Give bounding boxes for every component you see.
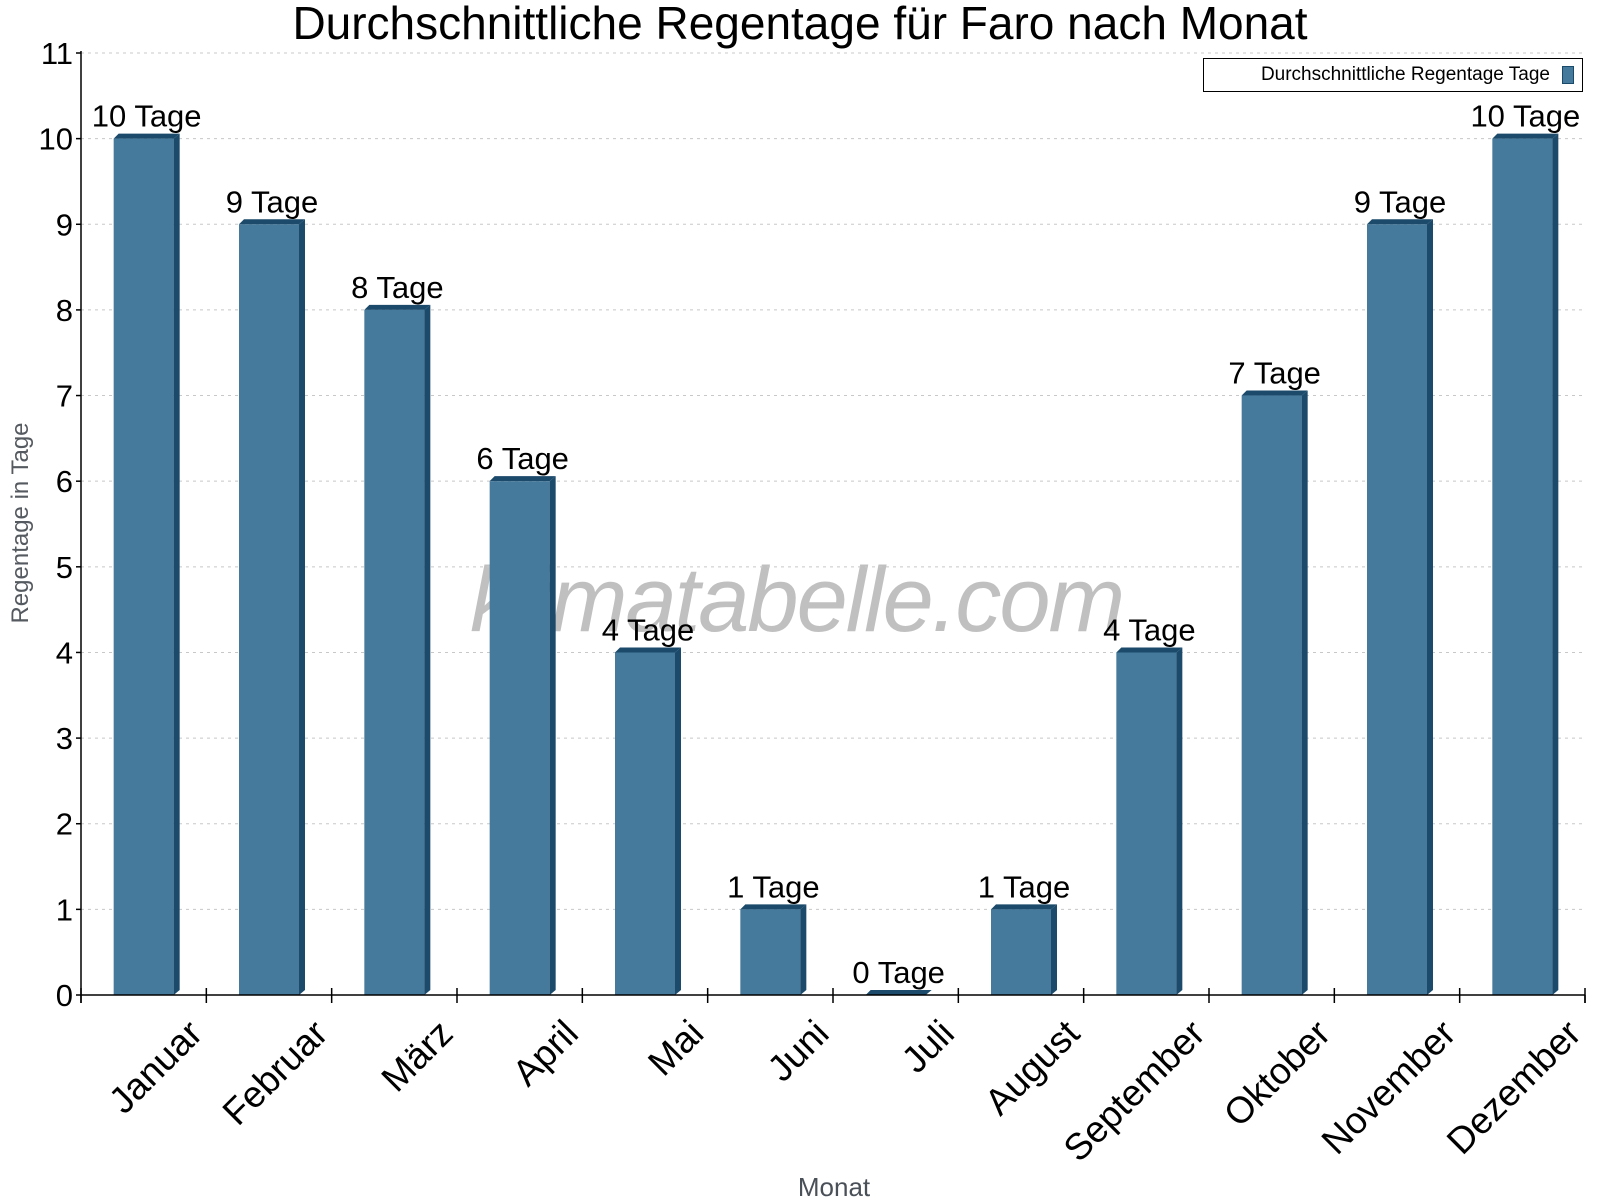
- bar-side: [800, 904, 807, 995]
- x-axis-label: Monat: [797, 1172, 871, 1202]
- bar-top: [364, 304, 431, 310]
- gridlines: [81, 52, 1585, 910]
- x-tick-label: März: [374, 1012, 461, 1099]
- bar-top: [239, 219, 305, 225]
- data-label: 10 Tage: [92, 99, 202, 134]
- bar-top: [740, 904, 807, 910]
- x-tick-label: Januar: [101, 1012, 210, 1121]
- x-tick-label: April: [505, 1012, 586, 1093]
- legend-label: Durchschnittliche Regentage Tage: [1260, 64, 1550, 85]
- y-tick-label: 4: [56, 635, 73, 670]
- x-tick-label: Mai: [640, 1012, 711, 1083]
- y-tick-label: 7: [56, 379, 73, 414]
- bar-top: [1492, 133, 1559, 139]
- bar-front: [1241, 395, 1302, 996]
- bar-front: [1367, 224, 1427, 996]
- bar-top: [1367, 219, 1433, 225]
- bar-top: [1241, 390, 1308, 396]
- data-label: 8 Tage: [351, 270, 444, 305]
- y-tick-label: 1: [56, 892, 73, 927]
- bar-side: [1176, 647, 1183, 995]
- bar-front: [489, 481, 550, 995]
- y-tick-label: 5: [56, 550, 73, 585]
- y-tick-label: 10: [39, 122, 73, 157]
- bar: [1367, 219, 1433, 996]
- bar: [991, 904, 1057, 995]
- bar-front: [615, 652, 675, 995]
- x-tick-label: Dezember: [1439, 1012, 1589, 1162]
- bar: [113, 133, 180, 996]
- data-label: 4 Tage: [1103, 612, 1196, 647]
- bar: [1492, 133, 1559, 996]
- x-tick-label: November: [1314, 1012, 1464, 1162]
- bar-side: [424, 304, 431, 996]
- data-label: 4 Tage: [602, 612, 695, 647]
- bar-side: [1301, 390, 1308, 996]
- legend: Durchschnittliche Regentage Tage: [1203, 58, 1583, 92]
- bar-front: [1116, 652, 1177, 995]
- y-axis-label: Regentage in Tage: [7, 422, 34, 624]
- bar: [364, 304, 431, 996]
- bar-top: [615, 647, 681, 653]
- data-label: 9 Tage: [1354, 184, 1447, 219]
- data-label: 7 Tage: [1228, 356, 1321, 391]
- bar-top: [1116, 647, 1183, 653]
- bar-side: [299, 219, 305, 996]
- bar-side: [173, 133, 180, 996]
- bar-front: [991, 909, 1051, 995]
- bar-top: [991, 904, 1057, 910]
- bar: [615, 647, 681, 995]
- watermark: klimatabelle.com: [470, 549, 1125, 651]
- data-label: 10 Tage: [1470, 99, 1580, 134]
- bar-side: [1427, 219, 1433, 996]
- bars: [113, 133, 1559, 996]
- bar: [1241, 390, 1308, 996]
- bar-top: [113, 133, 180, 139]
- bar-side: [1552, 133, 1559, 996]
- x-tick-label: Juli: [894, 1012, 962, 1080]
- bar: [239, 219, 305, 996]
- bar-front: [239, 224, 299, 996]
- y-tick-label: 6: [56, 464, 73, 499]
- chart-title: Durchschnittliche Regentage für Faro nac…: [292, 0, 1308, 49]
- bar: [1116, 647, 1183, 995]
- y-tick-label: 9: [56, 207, 73, 242]
- data-label: 6 Tage: [476, 441, 569, 476]
- x-tick-label: Juni: [760, 1012, 837, 1089]
- bar-side: [549, 476, 556, 995]
- bar-front: [113, 138, 174, 996]
- bar-top: [489, 476, 556, 482]
- bar-side: [675, 647, 681, 995]
- x-tick-label: Oktober: [1216, 1012, 1338, 1134]
- y-tick-label: 11: [41, 36, 73, 71]
- bar: [865, 990, 932, 995]
- data-label: 1 Tage: [727, 869, 820, 904]
- bar-front: [364, 309, 425, 996]
- y-tick-label: 0: [56, 978, 73, 1013]
- y-tick-label: 8: [56, 293, 73, 328]
- y-tick-label: 2: [56, 807, 73, 842]
- bar-front: [740, 909, 801, 995]
- data-label: 0 Tage: [852, 955, 945, 990]
- bar: [489, 476, 556, 995]
- bar-top: [865, 990, 932, 995]
- bar-side: [1051, 904, 1057, 995]
- x-tick-label: August: [977, 1012, 1088, 1123]
- legend-swatch-icon: [1562, 66, 1574, 84]
- x-tick-label: Februar: [215, 1012, 336, 1133]
- y-tick-label: 3: [56, 721, 73, 756]
- data-label: 1 Tage: [978, 869, 1071, 904]
- bar: [740, 904, 807, 995]
- data-label: 9 Tage: [226, 184, 319, 219]
- bar-front: [1492, 138, 1553, 996]
- axes: [76, 51, 1586, 1003]
